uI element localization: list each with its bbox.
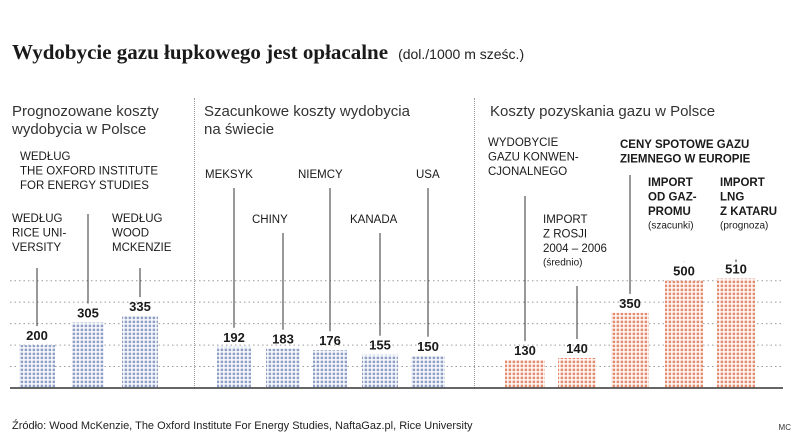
category-label: CHINY: [252, 214, 288, 226]
category-labels: WEDŁUG RICE UNI- VERSITY WEDŁUG THE OXFORD I…: [12, 137, 777, 269]
value-labels: 200 305 335 192 183 176 155 150 130 140 350 500 510: [26, 262, 747, 359]
value-label: 350: [619, 296, 641, 311]
category-label: IMPORT: [543, 214, 588, 226]
category-label: PROMU: [648, 206, 691, 218]
bar-12: [717, 278, 755, 388]
section-title-line: Koszty pozyskania gazu w Polsce: [490, 103, 716, 120]
chart-title: Wydobycie gazu łupkowego jest opłacalne: [12, 40, 389, 64]
value-label: 192: [223, 330, 245, 345]
category-label: THE OXFORD INSTITUTE: [20, 166, 158, 178]
category-label: GAZU KONWEN-: [488, 152, 579, 164]
category-label: KANADA: [350, 214, 398, 226]
chart-unit: (dol./1000 m sześc.): [398, 46, 525, 62]
bar-0: [19, 345, 55, 388]
bar-7: [411, 355, 445, 388]
bar-5: [313, 350, 347, 388]
value-label: 335: [129, 299, 151, 314]
bar-10: [611, 312, 649, 388]
label-leaders: [36, 175, 737, 342]
section-title-line: wydobycia w Polsce: [12, 121, 147, 138]
title-row: Wydobycie gazu łupkowego jest opłacalne (…: [12, 40, 524, 65]
value-label: 183: [272, 332, 294, 347]
category-label: FOR ENERGY STUDIES: [20, 180, 149, 192]
category-label: Z KATARU: [720, 206, 777, 218]
category-label: OD GAZ-: [648, 192, 697, 204]
bar-9: [558, 357, 596, 388]
category-label: CENY SPOTOWE GAZU: [620, 139, 749, 151]
category-label: WEDŁUG: [112, 213, 163, 225]
bar-6: [362, 354, 398, 388]
section-title-line: Szacunkowe koszty wydobycia: [204, 103, 410, 120]
value-label: 305: [77, 306, 99, 321]
category-note: (szacunki): [648, 221, 694, 232]
category-label: IMPORT: [648, 177, 693, 189]
value-label: 176: [319, 333, 341, 348]
value-label: 500: [673, 264, 695, 279]
section-title-poland-acquisition: Koszty pozyskania gazu w Polsce: [490, 103, 715, 121]
category-note: (średnio): [543, 258, 582, 269]
category-label: WYDOBYCIE: [488, 137, 559, 149]
section-divider: [194, 98, 195, 388]
bars: [19, 278, 755, 388]
category-label: RICE UNI-: [12, 228, 66, 240]
category-label: IMPORT: [720, 177, 765, 189]
category-label: LNG: [720, 192, 744, 204]
category-note: (prognoza): [720, 221, 768, 232]
category-label: ZIEMNEGO W EUROPIE: [620, 154, 751, 166]
bar-4: [266, 348, 300, 388]
value-label: 130: [514, 343, 536, 358]
section-divider: [474, 98, 475, 388]
section-title-line: Prognozowane koszty: [12, 103, 159, 120]
bar-1: [72, 322, 104, 388]
section-title-poland-forecast: Prognozowane koszty wydobycia w Polsce: [12, 103, 159, 139]
value-label: 200: [26, 328, 48, 343]
category-label: 2004 – 2006: [543, 243, 607, 255]
section-title-line: na świecie: [204, 121, 275, 138]
source-note: Źródło: Wood McKenzie, The Oxford Instit…: [12, 420, 473, 432]
category-label: WEDŁUG: [20, 151, 71, 163]
category-label: USA: [416, 169, 440, 181]
gridlines: [10, 280, 783, 368]
value-label: 140: [566, 341, 588, 356]
bar-8: [505, 360, 545, 388]
category-label: MCKENZIE: [112, 242, 172, 254]
category-label: CJONALNEGO: [488, 166, 567, 178]
category-label: MEKSYK: [205, 169, 253, 181]
category-label: WEDŁUG: [12, 213, 63, 225]
category-label: VERSITY: [12, 242, 62, 254]
value-label: 155: [369, 338, 391, 353]
category-label: NIEMCY: [298, 169, 343, 181]
category-label: Z ROSJI: [543, 229, 587, 241]
value-label: 510: [725, 262, 747, 277]
value-label: 150: [417, 339, 439, 354]
author-credit: MC: [778, 423, 791, 432]
section-title-world: Szacunkowe koszty wydobycia na świecie: [204, 103, 410, 139]
category-label: WOOD: [112, 228, 149, 240]
bar-2: [122, 316, 158, 388]
bar-11: [665, 280, 703, 388]
bar-3: [217, 346, 251, 388]
